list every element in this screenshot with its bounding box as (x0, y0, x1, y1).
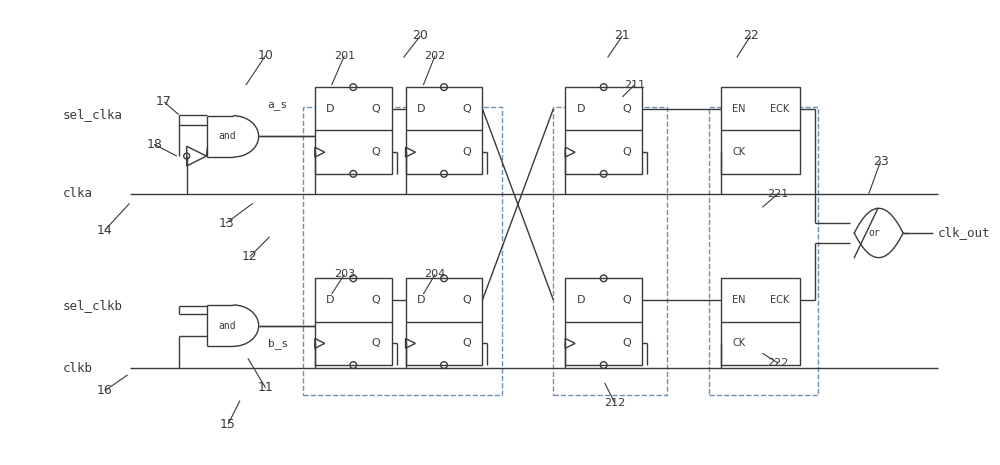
Text: Q: Q (462, 339, 471, 348)
Text: D: D (577, 295, 585, 305)
Text: Q: Q (462, 104, 471, 114)
Text: Q: Q (622, 295, 631, 305)
Text: Q: Q (372, 104, 380, 114)
Text: 202: 202 (424, 51, 446, 60)
Text: 16: 16 (97, 384, 113, 397)
Bar (406, 279, 482, 365)
Bar (721, 279, 800, 365)
Text: Q: Q (622, 104, 631, 114)
Text: 17: 17 (156, 95, 172, 108)
Text: Q: Q (462, 147, 471, 157)
Text: 21: 21 (615, 29, 630, 42)
Text: 211: 211 (624, 80, 645, 90)
Text: 20: 20 (412, 29, 428, 42)
Text: Q: Q (462, 295, 471, 305)
Text: sel_clkb: sel_clkb (63, 299, 123, 312)
Text: a_s: a_s (268, 100, 288, 110)
Bar (303, 107, 502, 395)
Text: 204: 204 (424, 269, 446, 279)
Text: clkb: clkb (63, 361, 93, 374)
Text: Q: Q (372, 339, 380, 348)
Text: 12: 12 (242, 250, 258, 263)
Text: ECK: ECK (770, 295, 790, 305)
Text: CK: CK (732, 339, 745, 348)
Bar (315, 279, 392, 365)
Text: Q: Q (622, 339, 631, 348)
Text: D: D (417, 104, 426, 114)
Text: 201: 201 (334, 51, 355, 60)
Bar (553, 107, 667, 395)
Bar (315, 87, 392, 174)
Text: 212: 212 (604, 398, 625, 407)
Bar (406, 87, 482, 174)
Bar (565, 279, 642, 365)
Text: and: and (218, 321, 236, 331)
Text: CK: CK (732, 147, 745, 157)
Text: 10: 10 (258, 49, 273, 62)
Text: EN: EN (732, 295, 745, 305)
Text: 23: 23 (873, 154, 889, 167)
Text: Q: Q (622, 147, 631, 157)
Text: 221: 221 (768, 189, 789, 199)
Text: 203: 203 (334, 269, 355, 279)
Text: Q: Q (372, 295, 380, 305)
Text: clk_out: clk_out (938, 226, 990, 239)
Text: D: D (326, 104, 335, 114)
Text: 222: 222 (767, 358, 789, 368)
Bar (721, 87, 800, 174)
Text: or: or (869, 228, 881, 238)
Text: b_s: b_s (268, 338, 288, 349)
Text: clka: clka (63, 187, 93, 200)
Text: 13: 13 (218, 217, 234, 230)
Text: D: D (577, 104, 585, 114)
Text: ECK: ECK (770, 104, 790, 114)
Bar (709, 107, 818, 395)
Text: 15: 15 (220, 418, 236, 431)
Text: 14: 14 (97, 224, 113, 237)
Text: 22: 22 (743, 29, 758, 42)
Text: 18: 18 (146, 138, 162, 151)
Text: Q: Q (372, 147, 380, 157)
Text: EN: EN (732, 104, 745, 114)
Text: 11: 11 (258, 381, 273, 394)
Text: D: D (417, 295, 426, 305)
Text: D: D (326, 295, 335, 305)
Bar (565, 87, 642, 174)
Text: sel_clka: sel_clka (63, 108, 123, 121)
Text: and: and (218, 132, 236, 141)
